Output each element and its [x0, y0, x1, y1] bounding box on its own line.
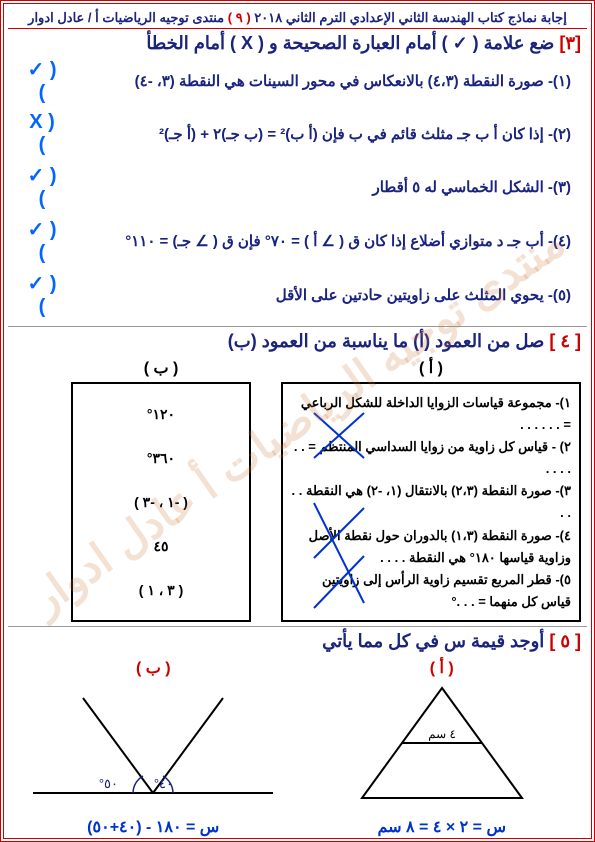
- q4-text: صل من العمود (أ) ما يناسبة من العمود (ب): [228, 331, 545, 351]
- prob-b-label: ( ب ): [14, 658, 293, 678]
- q3-item-2-text: (٢)- إذا كان أ ب جـ مثلث قائم في ب فإن (…: [60, 125, 571, 143]
- col-b-4: ٤٥: [81, 538, 241, 555]
- column-b: ١٢٠° ٣٦٠° ( -١ ، -٣ ) ٤٥ ( ٣ ، ١ ): [71, 382, 251, 622]
- q3-item-1-mark: ( ✓ ): [24, 57, 60, 105]
- section-5: [ ٥ ] أوجد قيمة س في كل مما يأتي ( أ ) ٤…: [8, 627, 587, 842]
- answer-a: س = ٢ × ٤ = ٨ سم: [303, 817, 582, 837]
- col-a-3: ٣)- صورة النقطة (٢،٣) بالانتقال (١، -٢) …: [291, 480, 571, 524]
- q5-num: [ ٥ ]: [549, 631, 581, 651]
- prob-a-label: ( أ ): [303, 658, 582, 678]
- q3-item-4-mark: ( ✓ ): [24, 217, 60, 265]
- q3-item-5-mark: ( ✓ ): [24, 271, 60, 319]
- q3-item-4: (٤)- أب جـ د متوازي أضلاع إذا كان ق ( ∠ …: [14, 214, 581, 268]
- section-4: [ ٤ ] صل من العمود (أ) ما يناسبة من العم…: [8, 327, 587, 627]
- q3-item-3: (٣)- الشكل الخماسي له ٥ أقطار ( ✓ ): [14, 160, 581, 214]
- col-a-1: ١)- مجموعة قياسات الزوايا الداخلة للشكل …: [291, 392, 571, 436]
- q5-text: أوجد قيمة س في كل مما يأتي: [322, 631, 544, 651]
- angles-diagram: ٥٠° ٤٠°: [23, 678, 283, 808]
- col-b-1: ١٢٠°: [81, 406, 241, 423]
- problem-b: ( ب ) ٥٠° ٤٠° س = ١٨٠ - (٤٠+٥٠) = ١٨٠ - …: [14, 658, 293, 842]
- answer-b1: س = ١٨٠ - (٤٠+٥٠): [14, 817, 293, 837]
- q3-item-1: (١)- صورة النقطة (٤،٣) بالانعكاس في محور…: [14, 54, 581, 108]
- header-right: إجابة نماذج كتاب الهندسة الثاني الإعدادي…: [254, 10, 567, 25]
- q3-item-4-text: (٤)- أب جـ د متوازي أضلاع إذا كان ق ( ∠ …: [60, 232, 571, 250]
- svg-text:٤ سم: ٤ سم: [428, 727, 456, 741]
- q3-item-1-text: (١)- صورة النقطة (٤،٣) بالانعكاس في محور…: [60, 72, 571, 90]
- q3-item-2: (٢)- إذا كان أ ب جـ مثلث قائم في ب فإن (…: [14, 108, 581, 160]
- q3-num: [٣]: [559, 33, 581, 53]
- q4-num: [ ٤ ]: [549, 331, 581, 351]
- triangle-diagram: ٤ سم: [342, 678, 542, 808]
- q3-item-3-mark: ( ✓ ): [24, 163, 60, 211]
- col-a-2: ٢) - قياس كل زاوية من زوايا السداسي المن…: [291, 436, 571, 480]
- page-number: ( ٩ ): [228, 10, 251, 25]
- svg-text:٤٠°: ٤٠°: [154, 776, 173, 791]
- q4-title: [ ٤ ] صل من العمود (أ) ما يناسبة من العم…: [14, 331, 581, 352]
- section-3: [٣] ضع علامة ( ✓ ) أمام العبارة الصحيحة …: [8, 29, 587, 327]
- column-a: ١)- مجموعة قياسات الزوايا الداخلة للشكل …: [281, 382, 581, 622]
- col-b-3: ( -١ ، -٣ ): [81, 494, 241, 511]
- col-a-label: ( أ ): [281, 358, 581, 378]
- header-left: منتدى توجيه الرياضيات أ / عادل ادوار: [28, 10, 224, 25]
- col-b-2: ٣٦٠°: [81, 450, 241, 467]
- col-b-label: ( ب ): [71, 358, 251, 378]
- col-a-4: ٤)- صورة النقطة (١،٣) بالدوران حول نقطة …: [291, 525, 571, 569]
- q3-item-3-text: (٣)- الشكل الخماسي له ٥ أقطار: [60, 178, 571, 196]
- page-header: إجابة نماذج كتاب الهندسة الثاني الإعدادي…: [8, 8, 587, 29]
- col-a-5: ٥)- قطر المربع تقسيم زاوية الرأس إلى زاو…: [291, 569, 571, 613]
- q3-item-5: (٥)- يحوي المثلث على زاويتين حادتين على …: [14, 268, 581, 322]
- problem-a: ( أ ) ٤ سم س = ٢ × ٤ = ٨ سم: [303, 658, 582, 842]
- q3-title: [٣] ضع علامة ( ✓ ) أمام العبارة الصحيحة …: [14, 33, 581, 54]
- q3-item-5-text: (٥)- يحوي المثلث على زاويتين حادتين على …: [60, 286, 571, 304]
- q3-item-2-mark: ( X ): [24, 111, 60, 157]
- q3-text: ضع علامة ( ✓ ) أمام العبارة الصحيحة و ( …: [146, 33, 554, 53]
- q5-title: [ ٥ ] أوجد قيمة س في كل مما يأتي: [14, 631, 581, 652]
- svg-text:٥٠°: ٥٠°: [99, 776, 118, 791]
- col-b-5: ( ٣ ، ١ ): [81, 582, 241, 599]
